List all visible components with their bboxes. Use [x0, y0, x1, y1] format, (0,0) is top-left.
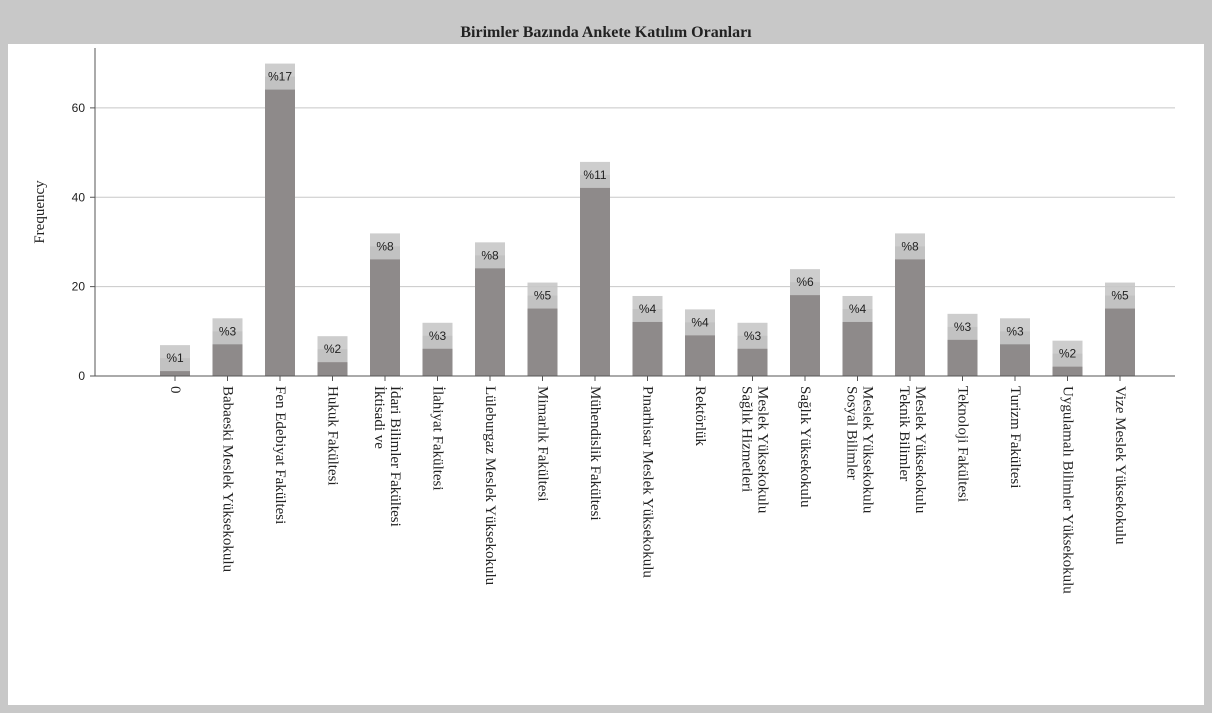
y-tick-label: 40: [72, 190, 86, 204]
x-tick-label: Rektörlük: [692, 386, 708, 446]
value-label: %3: [954, 320, 972, 334]
x-tick-label: Fen Edebiyat Fakültesi: [272, 386, 288, 524]
bar: [790, 282, 820, 376]
value-label-box: [212, 318, 243, 345]
value-label: %11: [583, 168, 606, 182]
value-label: %17: [268, 70, 292, 84]
x-tick-label: Sağlık Yüksekokulu: [797, 386, 813, 508]
value-label-box: [737, 322, 768, 349]
value-label: %3: [219, 324, 237, 338]
value-label-box: [580, 161, 610, 188]
value-label: %3: [429, 329, 447, 343]
value-label-box: [1000, 318, 1030, 345]
value-label-box: [685, 309, 715, 336]
value-label: %8: [481, 248, 499, 262]
value-label: %2: [324, 342, 342, 356]
value-label: %1: [166, 351, 184, 365]
bar: [580, 174, 610, 376]
x-tick-label: Teknik BilimlerMeslek Yüksekokulu: [896, 386, 928, 514]
value-label: %4: [849, 302, 867, 316]
x-tick-label: Lüleburgaz Meslek Yüksekokulu: [482, 386, 498, 586]
value-label: %2: [1059, 347, 1077, 361]
value-label: %4: [691, 315, 709, 329]
value-label-box: [317, 336, 348, 363]
value-label-box: [475, 242, 505, 269]
x-tick-label: Mimarlık Fakültesi: [535, 386, 551, 501]
value-label-box: [790, 269, 820, 296]
value-label-box: [895, 233, 925, 260]
bar: [1105, 295, 1135, 376]
x-tick-label: İlahiyat Fakültesi: [430, 386, 446, 491]
y-tick-label: 60: [72, 101, 86, 115]
value-label-box: [842, 295, 873, 322]
y-tick-label: 0: [78, 369, 85, 383]
value-label: %8: [376, 239, 394, 253]
x-tick-label: İktisadi veİdari Bilimler Fakültesi: [371, 386, 403, 527]
value-label-box: [527, 282, 558, 309]
x-tick-label: Pınarhisar Meslek Yüksekokulu: [640, 386, 656, 578]
x-tick-label: Uygulamalı Bilimler Yüksekokulu: [1060, 386, 1076, 594]
value-label-box: [160, 345, 190, 372]
value-label: %3: [744, 329, 762, 343]
value-label: %3: [1006, 324, 1024, 338]
x-tick-label: Vize Meslek Yüksekokulu: [1112, 386, 1128, 545]
value-label: %5: [534, 289, 552, 303]
value-label-box: [1052, 340, 1083, 367]
y-axis-label: Frequency: [32, 180, 48, 244]
value-label-box: [1105, 282, 1135, 309]
x-tick-label: Sağlık HizmetleriMeslek Yüksekokulu: [739, 386, 771, 514]
bar: [527, 295, 558, 376]
value-label-box: [947, 313, 978, 340]
value-label: %5: [1111, 289, 1129, 303]
value-label: %4: [639, 302, 657, 316]
x-tick-label: 0: [167, 386, 183, 394]
x-tick-label: Hukuk Fakültesi: [325, 386, 341, 486]
x-tick-label: Teknoloji Fakültesi: [955, 386, 971, 502]
bar: [265, 76, 295, 376]
value-label: %6: [796, 275, 814, 289]
value-label-box: [370, 233, 400, 260]
x-tick-label: Babaeski Meslek Yüksekokulu: [220, 386, 236, 573]
bar: [895, 246, 925, 376]
x-tick-label: Mühendislik Fakültesi: [587, 386, 603, 521]
value-label-box: [265, 63, 295, 90]
x-tick-label: Sosyal BilimlerMeslek Yüksekokulu: [844, 386, 876, 514]
value-label-box: [422, 322, 453, 349]
bar: [370, 246, 400, 376]
y-tick-label: 20: [72, 280, 86, 294]
value-label-box: [632, 295, 663, 322]
chart-title: Birimler Bazında Ankete Katılım Oranları: [460, 24, 752, 41]
x-tick-label: Turizm Fakültesi: [1007, 386, 1023, 488]
bar: [475, 255, 505, 376]
value-label: %8: [901, 239, 919, 253]
